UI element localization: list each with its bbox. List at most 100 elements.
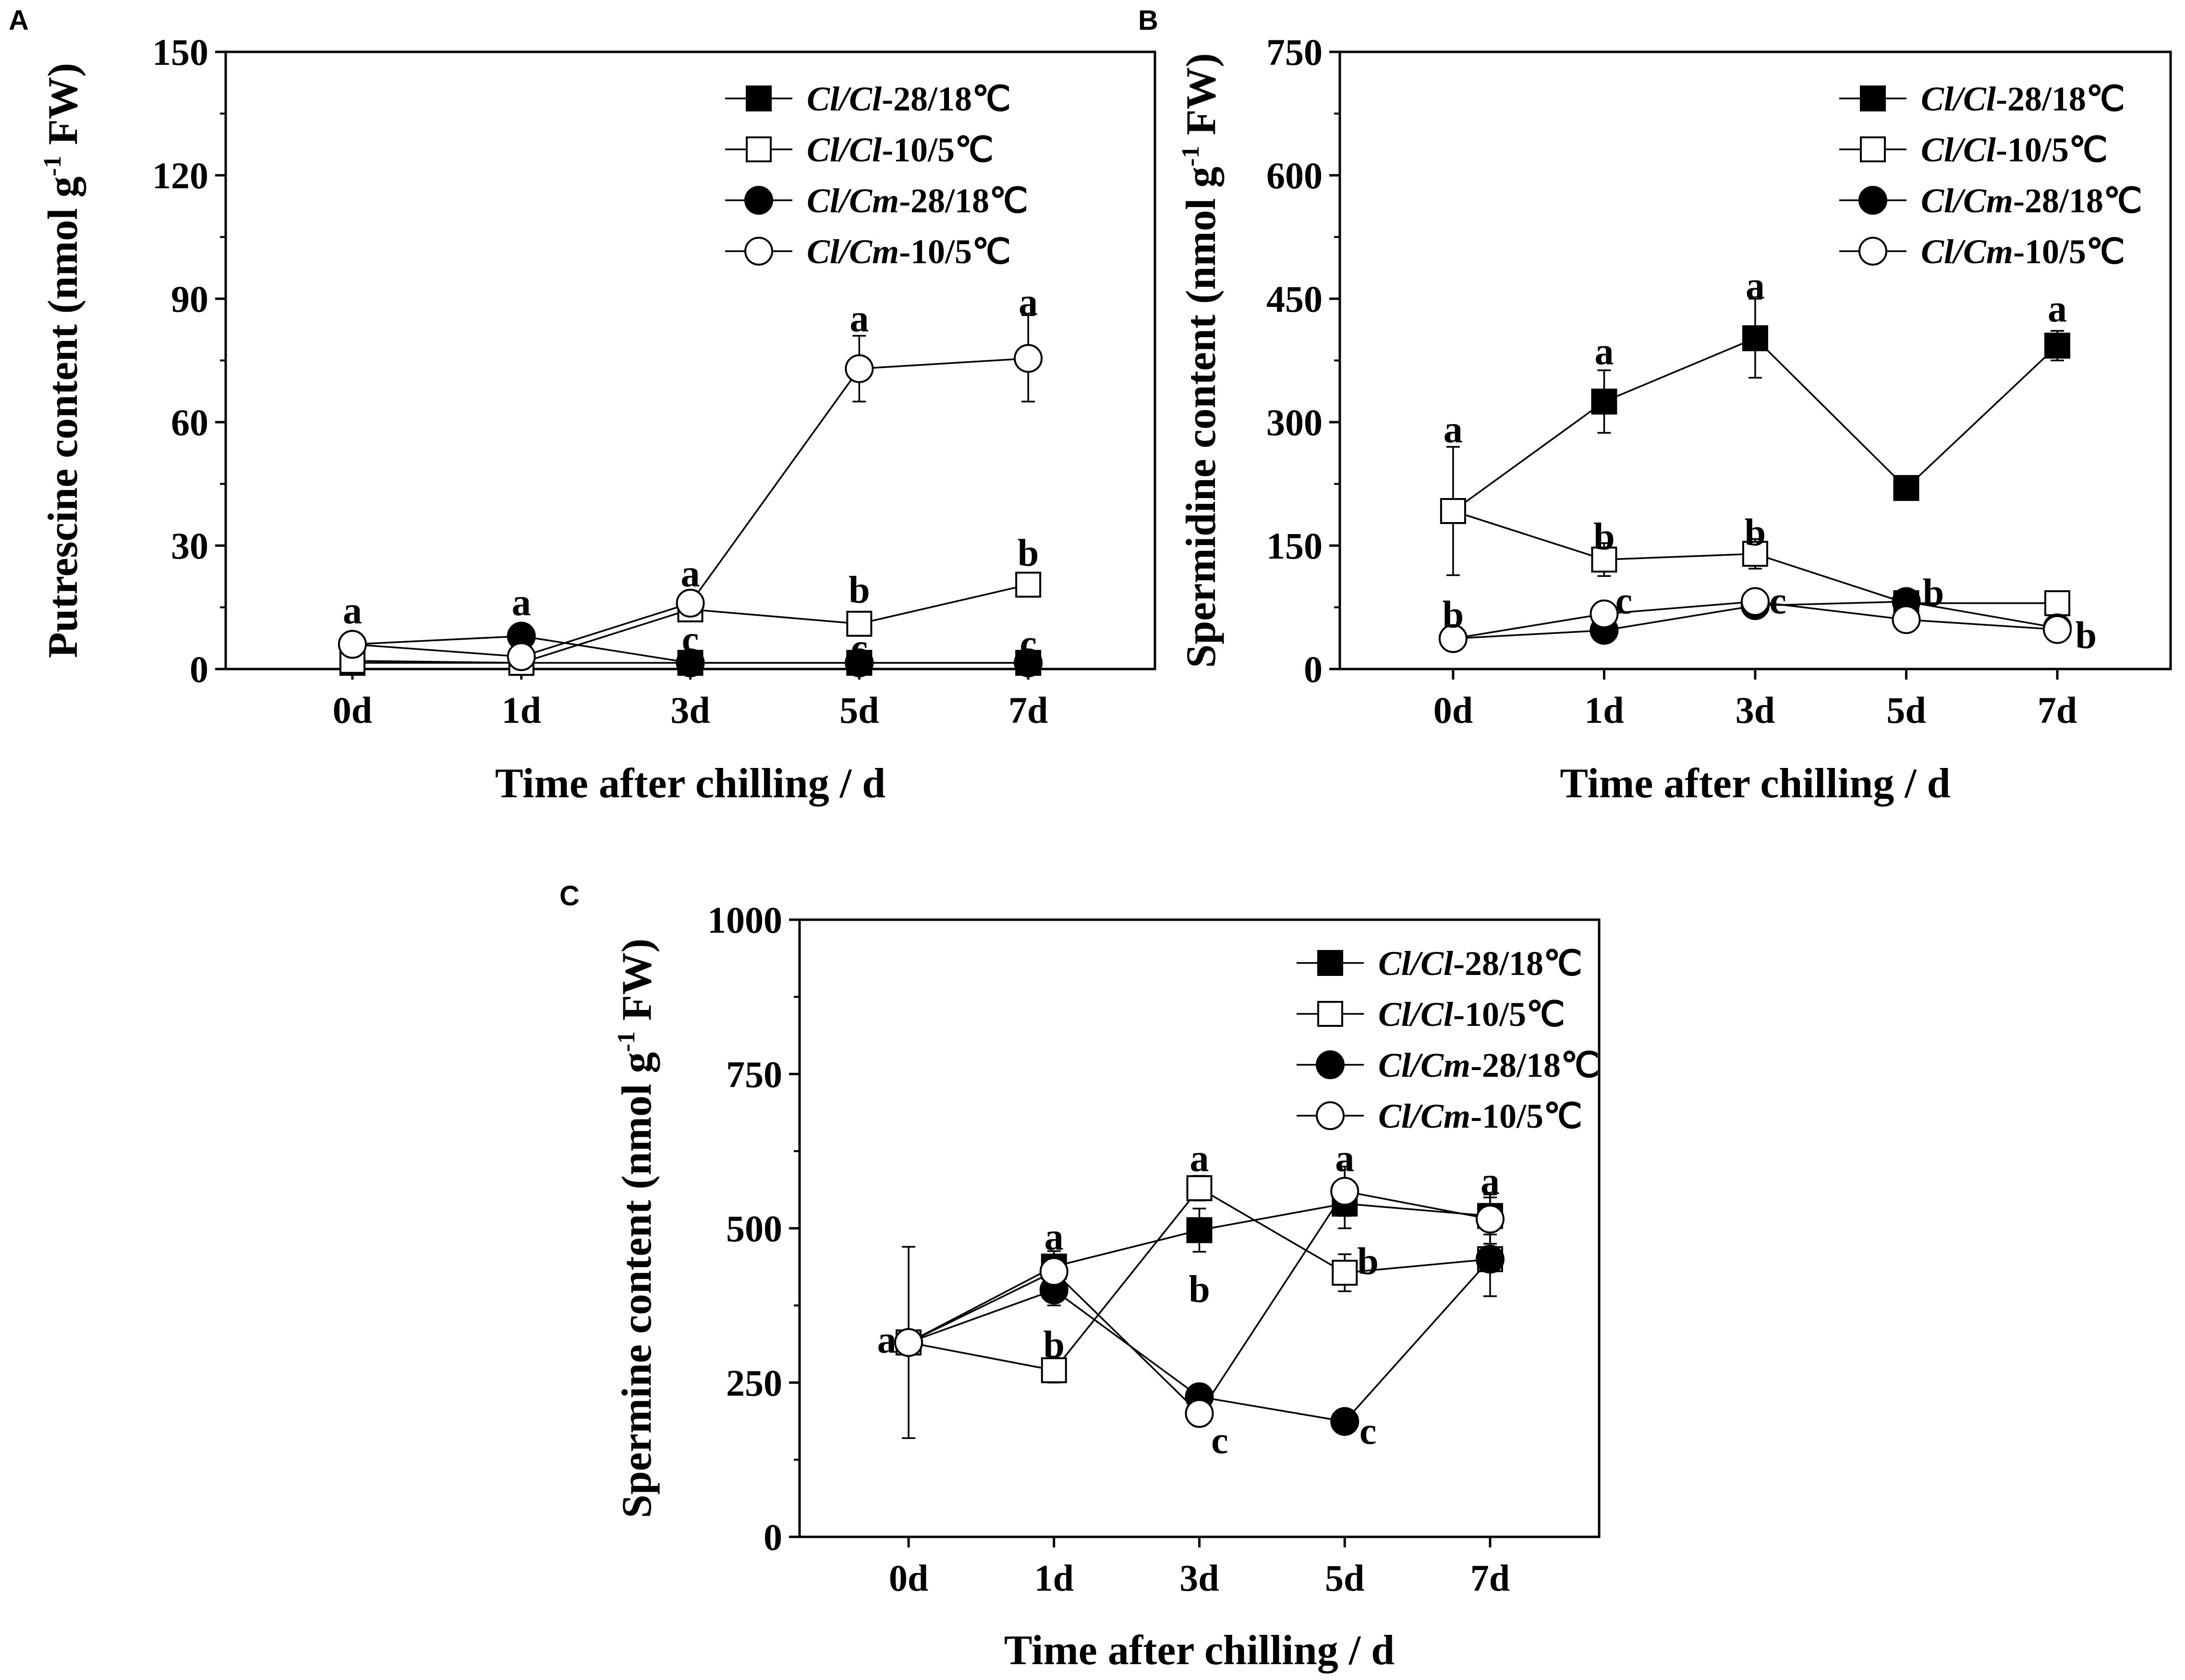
x-tick-label: 7d	[1470, 1557, 1510, 1599]
y-axis-title-superscript: -1	[39, 156, 66, 176]
data-point	[1892, 605, 1921, 634]
data-point	[1742, 541, 1768, 567]
data-point	[1438, 624, 1468, 653]
legend-label-genotype: Cl/Cm	[807, 182, 899, 220]
legend-label-genotype: Cl/Cl	[1921, 80, 1996, 118]
y-tick-label: 1000	[707, 899, 782, 941]
x-tick-label: 5d	[839, 689, 879, 731]
legend-label-treatment: -28/18℃	[899, 182, 1028, 220]
y-tick-label: 120	[152, 155, 208, 196]
y-tick-label: 500	[726, 1208, 782, 1250]
legend-label-treatment: -10/5℃	[882, 131, 994, 169]
legend-label: Cl/Cl-28/18℃	[1378, 944, 1582, 983]
x-tick-label: 7d	[2038, 689, 2077, 731]
legend-marker	[1316, 1050, 1345, 1079]
significance-letter: c	[1615, 580, 1633, 622]
data-point	[894, 1328, 923, 1357]
significance-letter: a	[1594, 330, 1614, 373]
legend-label: Cl/Cm-10/5℃	[1378, 1097, 1582, 1135]
data-point	[1742, 325, 1768, 352]
data-point	[1185, 1399, 1214, 1428]
data-point	[1475, 1244, 1505, 1274]
data-point	[1475, 1205, 1505, 1234]
x-tick-label: 0d	[1433, 689, 1473, 731]
data-point	[1332, 1260, 1358, 1286]
significance-letter: b	[1044, 1324, 1065, 1366]
data-point	[338, 630, 367, 659]
panel-letter: B	[1138, 5, 1158, 36]
y-axis-title: Spermidine content (nmol g-1 FW)	[1177, 53, 1225, 668]
significance-letter: c	[1769, 580, 1786, 622]
legend-marker	[1858, 186, 1887, 215]
panel-a: A 0 30 60 90 120 150 0d 1d 3d 5d 7d Time after chill…	[9, 5, 1156, 807]
significance-letter: a	[1481, 1160, 1500, 1203]
data-point	[2044, 590, 2071, 616]
legend-label-genotype: Cl/Cm	[1921, 182, 2013, 220]
data-point	[1330, 1177, 1360, 1206]
significance-letter: a	[877, 1319, 897, 1361]
x-tick-label: 3d	[1736, 689, 1775, 731]
data-point	[1186, 1217, 1213, 1243]
series-4	[894, 1166, 1505, 1428]
y-axis-title-main: Spermine content (nmol g	[614, 1052, 660, 1518]
legend-label-treatment: -10/5℃	[2013, 232, 2125, 271]
y-tick-label: 250	[726, 1362, 782, 1404]
data-point	[2043, 615, 2072, 644]
series-4	[1438, 587, 2072, 653]
series-4	[338, 314, 1043, 671]
legend-label-treatment: -28/18℃	[2013, 182, 2142, 220]
legend-item: Cl/Cl-28/18℃	[1839, 80, 2125, 118]
y-tick-label: 0	[764, 1516, 782, 1558]
legend-label-treatment: -28/18℃	[1470, 1046, 1600, 1084]
x-axis-title: Time after chilling / d	[1560, 760, 1950, 807]
y-tick-label: 90	[171, 278, 208, 320]
x-tick-label: 7d	[1008, 689, 1048, 731]
legend: Cl/Cl-28/18℃Cl/Cl-10/5℃Cl/Cm-28/18℃Cl/Cm…	[1839, 80, 2142, 271]
legend-marker	[1316, 1101, 1345, 1130]
legend-marker	[1858, 237, 1887, 266]
data-point	[1014, 344, 1043, 373]
y-axis-title-unit: FW)	[614, 938, 660, 1031]
data-point	[1039, 1257, 1068, 1286]
significance-letter: a	[2048, 288, 2067, 330]
y-axis-title-superscript: -1	[613, 1031, 640, 1052]
legend-item: Cl/Cm-28/18℃	[1297, 1046, 1600, 1084]
significance-letter: b	[1593, 516, 1615, 558]
legend-label: Cl/Cm-10/5℃	[807, 232, 1011, 271]
y-axis-title-main: Putrescine content (nmol g	[40, 176, 86, 658]
y-tick-label: 30	[171, 525, 208, 567]
y-axis-title-superscript: -1	[1177, 146, 1204, 166]
legend-marker	[744, 237, 773, 266]
data-point	[845, 648, 874, 678]
significance-letter: a	[512, 582, 531, 624]
legend-item: Cl/Cm-10/5℃	[1297, 1097, 1582, 1135]
legend-label: Cl/Cl-28/18℃	[807, 80, 1011, 118]
panel-c: C 0 250 500 750 1000 0d 1d 3d 5d 7d Time after chil…	[559, 880, 1601, 1674]
legend-marker	[1317, 950, 1343, 976]
legend-item: Cl/Cm-28/18℃	[1839, 182, 2142, 220]
significance-letter: a	[681, 553, 700, 595]
data-point	[507, 642, 536, 671]
legend-label-treatment: -28/18℃	[882, 80, 1011, 118]
data-point	[1741, 587, 1770, 616]
significance-letter: c	[1360, 1411, 1377, 1453]
significance-letter: c	[682, 619, 699, 661]
legend-item: Cl/Cl-28/18℃	[1297, 944, 1582, 983]
legend-label-treatment: -10/5℃	[1470, 1097, 1582, 1135]
y-tick-label: 600	[1266, 155, 1323, 196]
x-tick-label: 5d	[1886, 689, 1926, 731]
legend-label-genotype: Cl/Cl	[1378, 995, 1453, 1034]
y-tick-label: 60	[171, 402, 208, 443]
panel-b: B 0 150 300 450 600 750 0d 1d 3d 5d 7d Time after ch…	[1138, 5, 2172, 807]
x-tick-label: 3d	[1179, 1557, 1219, 1599]
data-point	[676, 648, 705, 678]
legend-label-genotype: Cl/Cl	[807, 131, 882, 169]
significance-letter: a	[1444, 409, 1463, 451]
legend-item: Cl/Cl-10/5℃	[1297, 995, 1565, 1034]
data-point	[1041, 1357, 1067, 1384]
data-point	[1186, 1175, 1213, 1201]
legend-marker	[746, 136, 772, 162]
x-tick-label: 0d	[333, 689, 372, 731]
legend-item: Cl/Cl-28/18℃	[725, 80, 1011, 118]
